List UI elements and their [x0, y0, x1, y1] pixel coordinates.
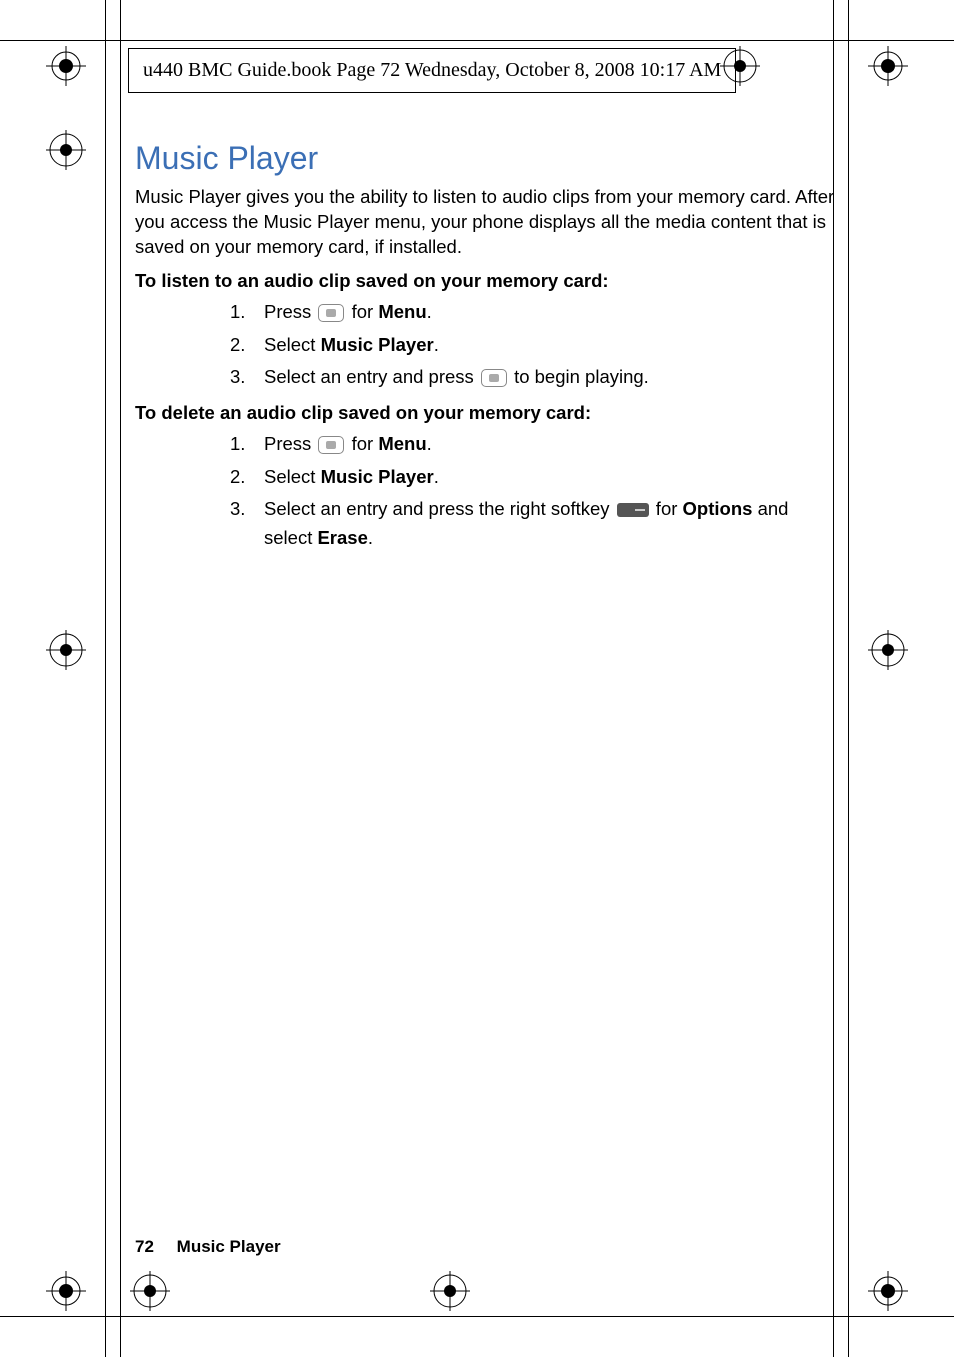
step-body: Select an entry and press to begin playi… — [264, 363, 835, 392]
step-number: 2. — [230, 463, 264, 492]
menu-ok-key-icon — [481, 369, 507, 387]
page-number: 72 — [135, 1237, 154, 1256]
crop-line-top — [0, 40, 954, 41]
step-number: 1. — [230, 430, 264, 459]
registration-mark-icon — [868, 630, 908, 670]
crop-line-left-1 — [105, 0, 106, 1357]
registration-mark-icon — [46, 630, 86, 670]
step-body: Press for Menu. — [264, 430, 835, 459]
registration-mark-icon — [46, 130, 86, 170]
step-item: 2. Select Music Player. — [230, 331, 835, 360]
page-title: Music Player — [135, 140, 835, 177]
step-body: Select Music Player. — [264, 331, 835, 360]
step-item: 1. Press for Menu. — [230, 298, 835, 327]
step-body: Select an entry and press the right soft… — [264, 495, 835, 552]
section-listen: To listen to an audio clip saved on your… — [135, 270, 835, 392]
header-text: u440 BMC Guide.book Page 72 Wednesday, O… — [143, 59, 721, 81]
menu-ok-key-icon — [318, 436, 344, 454]
document-header: u440 BMC Guide.book Page 72 Wednesday, O… — [128, 48, 736, 93]
registration-mark-icon — [868, 1271, 908, 1311]
section-heading: To listen to an audio clip saved on your… — [135, 270, 835, 292]
step-item: 3. Select an entry and press to begin pl… — [230, 363, 835, 392]
right-softkey-icon — [617, 503, 649, 517]
step-number: 2. — [230, 331, 264, 360]
step-number: 1. — [230, 298, 264, 327]
registration-mark-icon — [430, 1271, 470, 1311]
crop-line-bottom — [0, 1316, 954, 1317]
step-item: 3. Select an entry and press the right s… — [230, 495, 835, 552]
page-content: Music Player Music Player gives you the … — [135, 140, 835, 557]
page-footer: 72 Music Player — [135, 1237, 281, 1257]
intro-paragraph: Music Player gives you the ability to li… — [135, 185, 835, 260]
step-body: Select Music Player. — [264, 463, 835, 492]
registration-mark-icon — [46, 1271, 86, 1311]
step-body: Press for Menu. — [264, 298, 835, 327]
footer-section: Music Player — [177, 1237, 281, 1256]
crop-line-left-2 — [120, 0, 121, 1357]
crop-line-right-1 — [848, 0, 849, 1357]
section-delete: To delete an audio clip saved on your me… — [135, 402, 835, 553]
step-item: 1. Press for Menu. — [230, 430, 835, 459]
step-number: 3. — [230, 363, 264, 392]
section-heading: To delete an audio clip saved on your me… — [135, 402, 835, 424]
step-item: 2. Select Music Player. — [230, 463, 835, 492]
registration-mark-icon — [130, 1271, 170, 1311]
menu-ok-key-icon — [318, 304, 344, 322]
step-number: 3. — [230, 495, 264, 552]
registration-mark-icon — [46, 46, 86, 86]
registration-mark-icon — [868, 46, 908, 86]
